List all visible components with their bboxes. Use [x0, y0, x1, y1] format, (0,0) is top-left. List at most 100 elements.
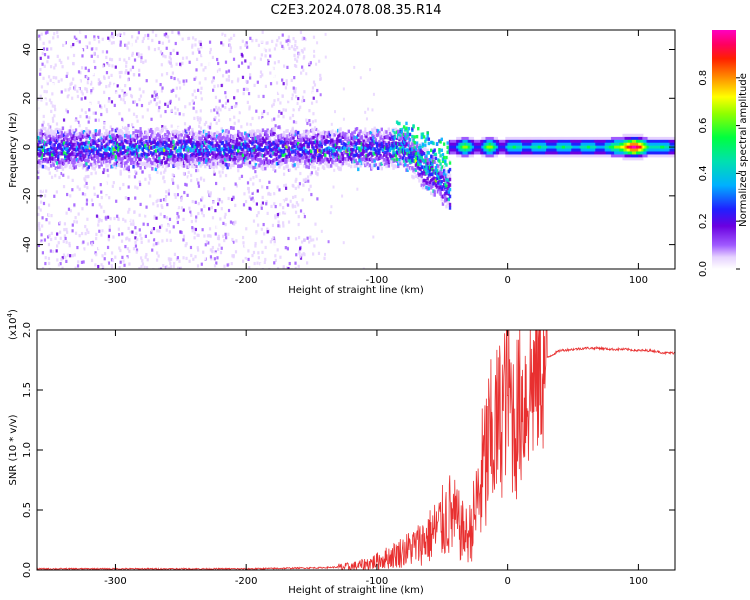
- spectrogram-cell: [298, 182, 302, 186]
- spectrogram-cell: [362, 149, 366, 154]
- spectrogram-cell: [242, 34, 245, 38]
- spectrogram-cell: [341, 161, 345, 166]
- spectrogram-cell: [202, 56, 205, 60]
- spectrogram-cell: [93, 167, 96, 171]
- spectrogram-cell: [221, 32, 224, 36]
- spectrogram-cell: [237, 150, 240, 155]
- spectrogram-cell: [147, 45, 150, 50]
- spectrogram-cell: [278, 138, 281, 143]
- spectrogram-cell: [230, 262, 233, 266]
- spectrogram-cell: [77, 152, 80, 157]
- spectrogram-cell: [144, 83, 147, 87]
- spectrogram-cell: [264, 245, 267, 250]
- spectrogram-cell: [57, 79, 60, 84]
- spectrogram-cell: [144, 144, 147, 148]
- spectrogram-cell: [157, 46, 160, 51]
- spectrogram-cell: [217, 234, 220, 238]
- spectrogram-cell: [444, 182, 447, 187]
- spectrogram-cell: [144, 34, 147, 38]
- spectrogram-cell: [202, 214, 205, 218]
- spectrogram-cell: [125, 164, 128, 169]
- spectrogram-cell: [273, 261, 276, 265]
- spectrogram-cell: [358, 131, 361, 136]
- spectrogram-cell: [216, 111, 219, 115]
- spectrogram-cell: [57, 263, 61, 267]
- spectrogram-cell: [431, 172, 434, 177]
- spectrogram-cell: [212, 88, 215, 92]
- spectrogram-cell: [318, 144, 321, 148]
- spectrogram-cell: [72, 42, 75, 47]
- spectrogram-cell: [128, 227, 131, 231]
- spectrogram-cell: [149, 177, 152, 181]
- spectrogram-cell: [297, 215, 300, 219]
- spectrogram-cell: [222, 234, 225, 238]
- spectrogram-cell: [214, 252, 217, 256]
- spectrogram-cell: [442, 165, 446, 170]
- spectrogram-cell: [235, 102, 238, 106]
- spectrogram-cell: [445, 204, 448, 209]
- spectrogram-cell: [77, 147, 80, 152]
- spectrogram-cell: [97, 82, 100, 86]
- spectrogram-cell: [441, 159, 445, 163]
- spectrogram-cell: [69, 140, 73, 144]
- spectrogram-cell: [426, 176, 429, 181]
- spectrogram-cell: [176, 78, 180, 82]
- spectrogram-cell: [407, 153, 411, 157]
- spectrogram-cell: [249, 73, 252, 77]
- spectrogram-cell: [139, 130, 142, 134]
- spectrogram-cell: [76, 264, 80, 268]
- spectrogram-cell: [274, 229, 277, 233]
- spectrogram-cell: [118, 153, 121, 158]
- spectrogram-cell: [128, 87, 132, 91]
- spectrogram-cell: [126, 247, 130, 251]
- spectrogram-cell: [65, 74, 68, 79]
- spectrogram-cell: [151, 236, 154, 240]
- spectrogram-cell: [324, 32, 327, 36]
- spectrogram-cell: [419, 145, 422, 150]
- spectrogram-cell: [119, 142, 122, 147]
- spectrogram-cell: [171, 151, 174, 155]
- spectrogram-cell: [72, 77, 75, 81]
- spectrogram-cell: [177, 142, 180, 146]
- spectrogram-cell: [46, 60, 49, 64]
- spectrogram-cell: [261, 73, 264, 77]
- spectrogram-cell: [187, 170, 190, 174]
- spectrogram-cell: [204, 65, 207, 70]
- spectrogram-cell: [394, 127, 398, 132]
- spectrogram-cell: [47, 122, 50, 127]
- spectrogram-cell: [320, 138, 323, 143]
- spectrogram-cell: [282, 221, 285, 225]
- spectrogram-cell: [225, 136, 228, 141]
- spectrogram-cell: [333, 147, 336, 152]
- spectrogram-cell: [201, 224, 204, 229]
- spectrogram-cell: [305, 155, 308, 159]
- spectrogram-cell: [39, 56, 42, 60]
- spectrogram-cell: [314, 119, 317, 123]
- spectrogram-cell: [58, 220, 62, 225]
- spectrogram-cell: [102, 135, 106, 140]
- spectrogram-cell: [220, 200, 224, 204]
- spectrogram-cell: [94, 147, 98, 152]
- spectrogram-cell: [129, 127, 132, 131]
- spectrogram-cell: [80, 260, 84, 264]
- spectrogram-cell: [297, 108, 301, 112]
- spectrogram-cell: [156, 251, 159, 255]
- spectrogram-cell: [267, 130, 271, 134]
- spectrogram-cell: [220, 246, 223, 250]
- spectrogram-cell: [310, 171, 313, 175]
- spectrogram-cell: [197, 211, 200, 216]
- spectrogram-cell: [246, 100, 249, 104]
- spectrogram-cell: [273, 192, 276, 196]
- spectrogram-cell: [157, 154, 160, 159]
- spectrogram-cell: [369, 137, 373, 141]
- spectrogram-cell: [165, 141, 168, 146]
- spectrogram-cell: [102, 170, 105, 175]
- spectrogram-cell: [45, 142, 48, 147]
- spectrogram-cell: [79, 79, 82, 83]
- spectrogram-cell: [217, 106, 220, 110]
- spectrogram-cell: [312, 112, 315, 116]
- spectrogram-cell: [373, 126, 376, 131]
- spectrogram-cell: [204, 130, 207, 134]
- spectrogram-cell: [189, 173, 193, 178]
- spectrogram-cell: [292, 86, 295, 90]
